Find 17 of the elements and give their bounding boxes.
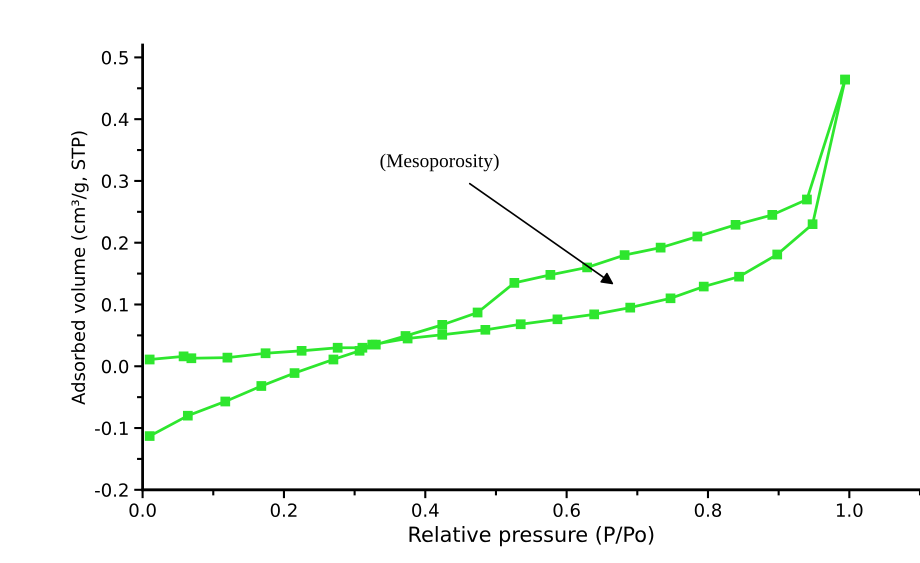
y-tick-label: 0.0 [102, 360, 128, 374]
y-tick-label: 0.1 [102, 298, 128, 312]
y-axis-title: Adsorbed volume (cm³/g, STP) [71, 131, 89, 405]
y-tick-label: 0.5 [102, 50, 128, 65]
x-tick-label: 0.8 [694, 503, 722, 517]
y-tick-label: -0.2 [95, 483, 128, 497]
y-tick-label: 0.4 [102, 112, 128, 126]
y-tick-label: 0.2 [102, 236, 128, 250]
y-tick-label: 0.3 [102, 174, 128, 188]
x-tick-label: 1.0 [836, 503, 862, 517]
x-tick-label: 0.4 [412, 503, 439, 517]
annotation: (Mesoporosity) [380, 154, 499, 172]
x-tick-label: 0.0 [129, 503, 156, 517]
x-axis-title: Relative pressure (P/Po) [410, 526, 654, 546]
x-tick-label: 0.2 [270, 503, 296, 517]
x-tick-label: 0.6 [553, 503, 580, 517]
y-tick-label: -0.1 [95, 421, 128, 436]
